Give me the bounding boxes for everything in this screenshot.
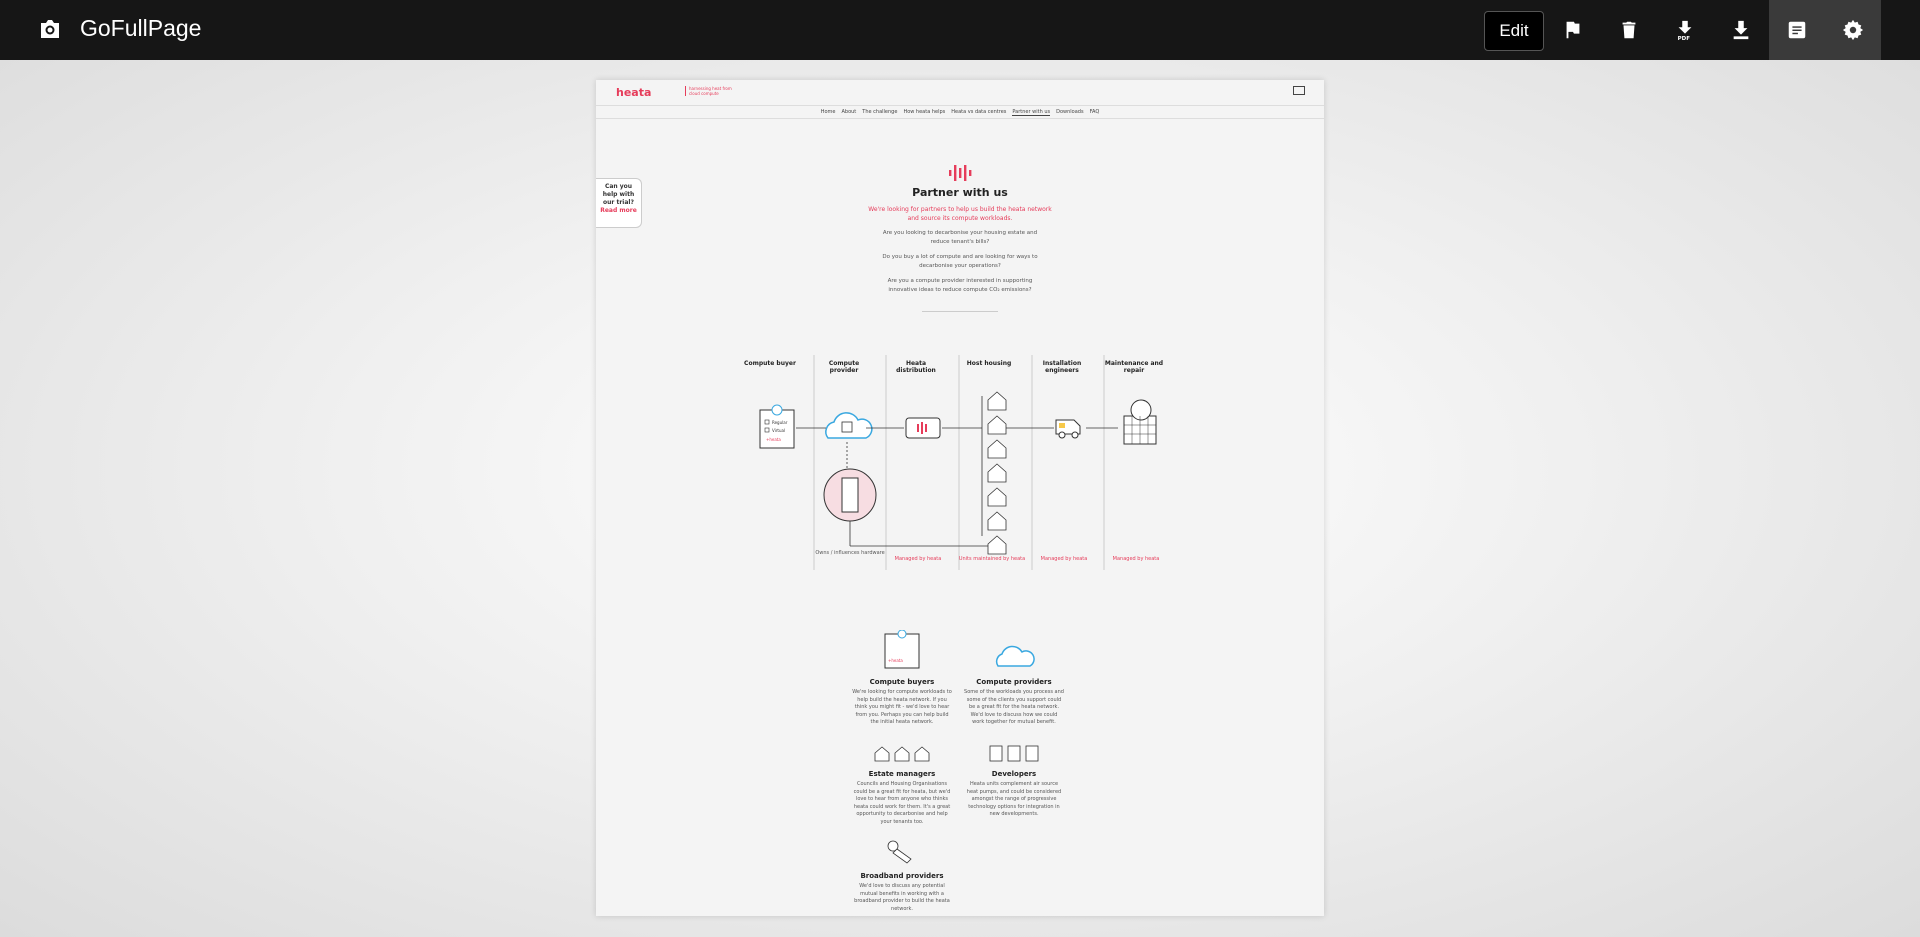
hero-section: Partner with us We're looking for partne… (860, 164, 1060, 312)
cable-icon (887, 840, 912, 864)
delete-button[interactable] (1601, 0, 1657, 60)
house-icons (987, 391, 1007, 555)
card-text: Heata units complement air source heat p… (966, 781, 1062, 817)
nav-item: Heata vs data centres (951, 109, 1007, 115)
column-footer: Managed by heata (1112, 556, 1160, 562)
partner-card: Estate managers Councils and Housing Org… (852, 744, 952, 826)
card-text: We're looking for compute workloads to h… (852, 689, 952, 725)
nav-item: The challenge (862, 109, 898, 115)
document-button[interactable] (1769, 0, 1825, 60)
column-title: Compute buyer (744, 360, 796, 367)
pdf-download-icon: PDF (1678, 20, 1692, 41)
trial-text: Can you help with our trial? (602, 183, 635, 206)
nav-item: FAQ (1089, 109, 1100, 115)
camera-icon[interactable] (38, 18, 62, 40)
heata-wave-icon (949, 165, 972, 181)
partner-card: Developers Heata units complement air so… (964, 744, 1064, 819)
column-title: Host housing (966, 360, 1012, 367)
column-footer: Units maintained by heata (958, 556, 1026, 562)
preview-nav: Home About The challenge How heata helps… (596, 106, 1324, 119)
column-title: Installation engineers (1042, 360, 1082, 374)
hero-paragraph: Are you looking to decarbonise your hous… (882, 230, 1038, 245)
nav-item-active: Partner with us (1012, 108, 1051, 116)
nav-item: How heata helps (903, 109, 946, 115)
flag-button[interactable] (1545, 0, 1601, 60)
clipboard-item: +heata (766, 437, 781, 442)
divider (922, 311, 998, 312)
documents-icon (989, 745, 1039, 762)
svg-text:PDF: PDF (1678, 36, 1691, 41)
toolbar: GoFullPage Edit PDF (0, 0, 1920, 60)
settings-button[interactable] (1825, 0, 1881, 60)
column-title: Heata distribution (896, 360, 936, 374)
column-footer: Managed by heata (1040, 556, 1088, 562)
partner-card: +heata Compute buyers We're looking for … (852, 629, 952, 727)
preview-header: heata harnessing heat from cloud compute (596, 80, 1324, 106)
column-title: Compute provider (828, 360, 860, 374)
partner-diagram: Compute buyer Compute provider Heata dis… (596, 350, 1324, 580)
card-title: Compute providers (976, 678, 1052, 686)
mail-icon (1293, 86, 1305, 95)
trial-callout: Can you help with our trial? Read more (596, 178, 642, 228)
card-title: Broadband providers (860, 872, 944, 880)
captured-page-preview[interactable]: heata harnessing heat from cloud compute… (596, 80, 1324, 916)
wrench-icon (1130, 399, 1152, 421)
column-footer: Managed by heata (894, 556, 942, 562)
clipboard-icon: Regular Virtual +heata (759, 404, 795, 449)
hero-title: Partner with us (912, 186, 1008, 199)
nav-item: Home (820, 109, 836, 115)
clipboard-item: +heata (888, 658, 903, 663)
download-icon (1733, 20, 1749, 40)
nav-item: Downloads (1056, 109, 1084, 115)
hero-paragraph: Are you a compute provider interested in… (887, 278, 1033, 293)
cloud-icon (825, 412, 873, 439)
heata-logo: heata (616, 86, 652, 99)
heata-tagline: harnessing heat from cloud compute (685, 86, 735, 96)
clipboard-item: Regular (772, 420, 788, 425)
houses-icon (874, 746, 930, 762)
hero-lead: We're looking for partners to help us bu… (868, 206, 1052, 222)
download-pdf-button[interactable]: PDF (1657, 0, 1713, 60)
partner-card: Compute providers Some of the workloads … (964, 642, 1064, 727)
document-icon (1788, 21, 1806, 39)
flag-icon (1566, 21, 1580, 39)
card-text: Councils and Housing Organisations could… (853, 781, 951, 825)
gear-icon (1842, 19, 1864, 41)
card-title: Estate managers (868, 770, 936, 778)
card-title: Developers (991, 770, 1037, 778)
cloud-icon (995, 645, 1035, 667)
hero-paragraph: Do you buy a lot of compute and are look… (882, 254, 1038, 269)
trial-read-more: Read more (600, 207, 637, 214)
column-footer: Owns / influences hardware (815, 550, 885, 556)
diagram-graphics: Regular Virtual +heata (759, 355, 1157, 570)
clipboard-icon: +heata (884, 629, 920, 669)
app-title: GoFullPage (80, 15, 202, 41)
download-image-button[interactable] (1713, 0, 1769, 60)
card-title: Compute buyers (869, 678, 935, 686)
nav-item: About (841, 109, 857, 115)
card-text: Some of the workloads you process and so… (964, 689, 1064, 725)
trash-icon (1622, 21, 1636, 39)
edit-button[interactable]: Edit (1484, 11, 1544, 51)
partner-card: Broadband providers We'd love to discuss… (852, 838, 952, 913)
clipboard-item: Virtual (772, 428, 785, 433)
column-title: Maintenance and repair (1104, 360, 1164, 374)
card-text: We'd love to discuss any potential mutua… (854, 883, 950, 912)
